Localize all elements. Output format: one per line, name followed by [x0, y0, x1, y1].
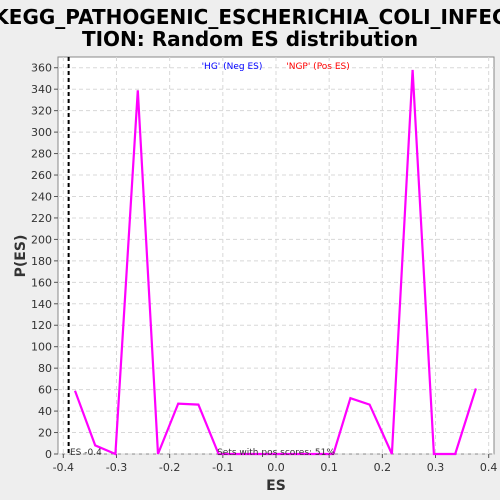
y-tick-label: 120	[31, 319, 52, 332]
chart-title-line-2: TION: Random ES distribution	[82, 27, 418, 51]
y-axis-label: P(ES)	[13, 235, 29, 278]
series-line	[73, 69, 477, 456]
es-marker-label: ES -0.4	[70, 448, 102, 458]
x-axis-label: ES	[266, 478, 286, 494]
x-tick-label: 0.0	[267, 461, 285, 474]
y-tick-label: 240	[31, 190, 52, 203]
pos-scores-annotation: Sets with pos scores: 51%	[217, 448, 335, 458]
y-tick-label: 260	[31, 169, 52, 182]
y-tick-label: 300	[31, 126, 52, 139]
x-tick-label: 0.4	[480, 461, 498, 474]
x-axis-ticks: -0.4 -0.3 -0.2 -0.1 0.0 0.1 0.2 0.3 0.4	[53, 454, 498, 474]
chart-title-line-1: KEGG_PATHOGENIC_ESCHERICHIA_COLI_INFEC	[0, 5, 500, 29]
y-tick-label: 160	[31, 276, 52, 289]
y-tick-label: 220	[31, 212, 52, 225]
y-tick-label: 100	[31, 341, 52, 354]
x-tick-label: -0.4	[53, 461, 74, 474]
x-tick-label: -0.1	[212, 461, 233, 474]
y-tick-label: 340	[31, 83, 52, 96]
y-tick-label: 80	[38, 362, 52, 375]
legend-pos-es: 'NGP' (Pos ES)	[286, 62, 350, 72]
y-tick-label: 280	[31, 148, 52, 161]
x-tick-label: 0.3	[427, 461, 445, 474]
x-tick-label: -0.3	[106, 461, 127, 474]
legend-neg-es: 'HG' (Neg ES)	[202, 62, 263, 72]
y-tick-label: 60	[38, 384, 52, 397]
y-axis-ticks: 0 20 40 60 80 100 120 140 160 180 200 220 240 260 280 3…	[31, 62, 58, 461]
y-tick-label: 360	[31, 62, 52, 75]
x-tick-label: 0.1	[320, 461, 338, 474]
y-tick-label: 140	[31, 298, 52, 311]
y-tick-label: 180	[31, 255, 52, 268]
y-tick-label: 0	[45, 448, 52, 461]
y-tick-label: 320	[31, 105, 52, 118]
x-tick-label: 0.2	[374, 461, 392, 474]
y-tick-label: 40	[38, 405, 52, 418]
x-tick-label: -0.2	[159, 461, 180, 474]
y-tick-label: 200	[31, 233, 52, 246]
y-tick-label: 20	[38, 427, 52, 440]
